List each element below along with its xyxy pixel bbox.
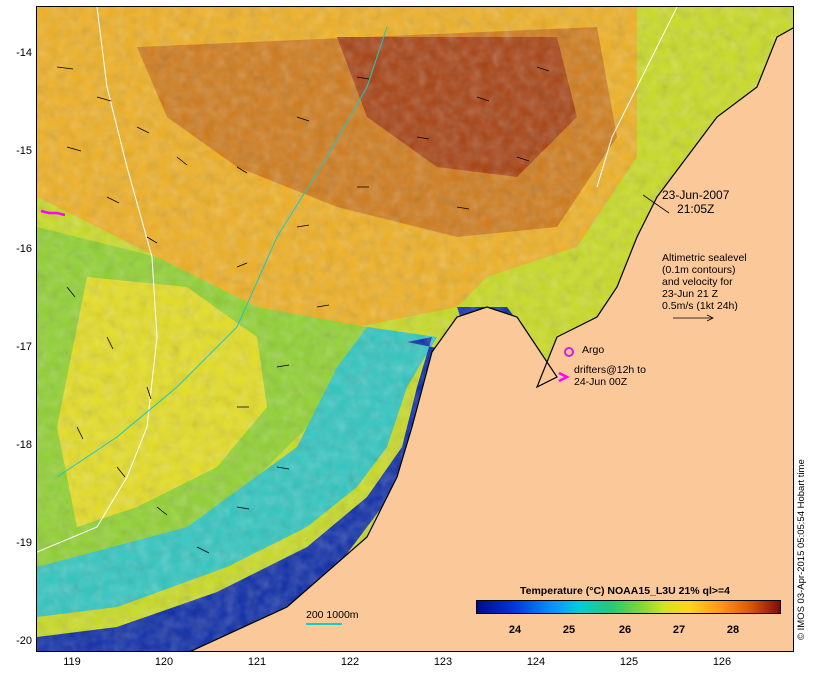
drifter-track: [40, 209, 66, 217]
colorbar-tick: 27: [672, 624, 686, 636]
drifter-line: drifters@12h to: [574, 364, 646, 376]
altimetric-line: 23-Jun 21 Z: [662, 288, 719, 300]
x-tick-label: 122: [340, 656, 360, 668]
y-tick-label: -20: [16, 635, 32, 647]
copyright-notice: © IMOS 03-Apr-2015 05:05:54 Hobart time: [796, 459, 807, 640]
altimetric-line: and velocity for: [662, 276, 733, 288]
time-line: 21:05Z: [677, 202, 715, 216]
altimetric-line: 0.5m/s (1kt 24h): [662, 300, 738, 312]
argo-marker: [564, 347, 574, 357]
isobath-contour: [56, 26, 388, 478]
x-tick-label: 119: [63, 656, 81, 668]
date-leader-line: [642, 194, 670, 214]
land-mass: [191, 28, 793, 651]
colorbar-title: Temperature (°C) NOAA15_L3U 21% ql>=4: [520, 585, 730, 597]
x-tick-label: 125: [619, 656, 639, 668]
drifter-marker: [558, 371, 570, 383]
altimetric-line: (0.1m contours): [662, 264, 736, 276]
colorbar-tick: 25: [562, 624, 576, 636]
date-label: 23-Jun-2007 21:05Z: [662, 188, 729, 216]
colorbar-tick: 24: [508, 624, 522, 636]
isobath-scale-line: [306, 623, 342, 625]
altimetric-legend: Altimetric sealevel (0.1m contours) and …: [662, 252, 747, 312]
isobath-scale-label: 200 1000m: [306, 609, 359, 621]
x-tick-label: 123: [433, 656, 453, 668]
sst-map-canvas: [37, 7, 793, 651]
y-tick-label: -15: [16, 145, 32, 157]
y-tick-label: -17: [16, 341, 32, 353]
x-tick-label: 126: [712, 656, 732, 668]
drifter-label: drifters@12h to 24-Jun 00Z: [574, 364, 646, 388]
x-tick-label: 124: [526, 656, 546, 668]
velocity-arrows: [56, 66, 550, 554]
sealevel-contour: [37, 7, 158, 553]
coastline: [189, 27, 793, 651]
y-tick-label: -18: [16, 439, 32, 451]
velocity-scale-arrow: [673, 314, 714, 322]
temperature-colorbar: [476, 600, 781, 614]
altimetric-line: Altimetric sealevel: [662, 252, 747, 264]
argo-label: Argo: [582, 344, 605, 356]
drifter-line: 24-Jun 00Z: [574, 376, 628, 388]
y-tick-label: -19: [16, 537, 32, 549]
x-tick-label: 121: [247, 656, 267, 668]
sst-map: [36, 6, 794, 652]
sealevel-contour: [596, 7, 678, 188]
colorbar-tick: 28: [726, 624, 740, 636]
x-tick-label: 120: [154, 656, 174, 668]
y-tick-label: -14: [16, 47, 32, 59]
colorbar-tick: 26: [618, 624, 632, 636]
y-tick-label: -16: [16, 243, 32, 255]
date-line: 23-Jun-2007: [662, 188, 730, 202]
